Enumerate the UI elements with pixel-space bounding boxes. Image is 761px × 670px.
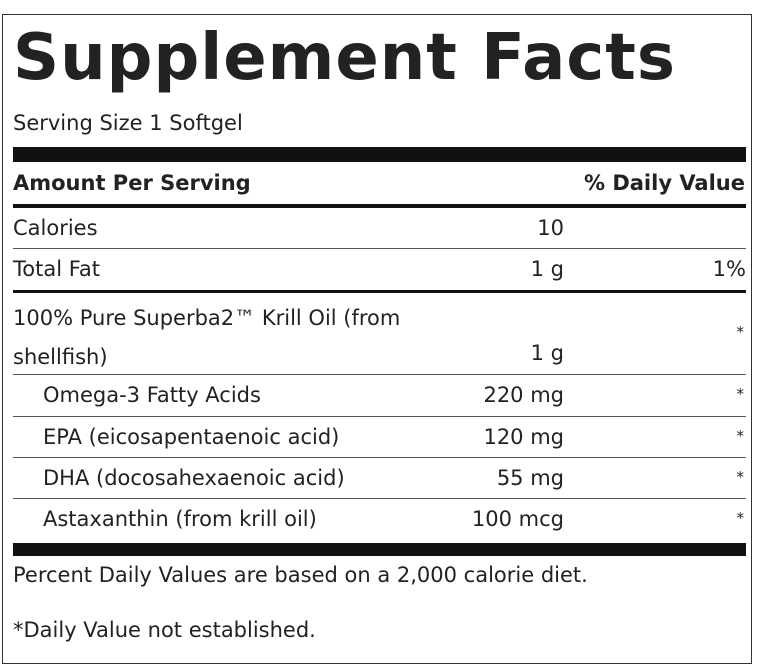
nutrient-name: Omega-3 Fatty Acids — [43, 383, 261, 407]
amount-header: Amount Per Serving — [13, 171, 251, 195]
amount: 120 mg — [483, 425, 564, 449]
serving-size: Serving Size 1 Softgel — [13, 111, 243, 135]
nutrient-name: 100% Pure Superba2™ Krill Oil (from shel… — [13, 306, 401, 369]
footnote: Percent Daily Values are based on a 2,00… — [13, 563, 588, 587]
daily-value: * — [736, 385, 745, 403]
daily-value-header: % Daily Value — [583, 171, 745, 195]
title: Supplement Facts — [13, 21, 676, 95]
nutrient-name: Calories — [13, 216, 98, 240]
supplement-facts-label: Supplement Facts Serving Size 1 Softgel … — [2, 14, 752, 664]
daily-value: * — [736, 509, 745, 527]
nutrient-name: EPA (eicosapentaenoic acid) — [43, 425, 340, 449]
amount: 1 g — [530, 257, 564, 281]
daily-value: * — [736, 468, 745, 486]
nutrient-row: Calories 10 — [13, 208, 746, 249]
amount: 55 mg — [496, 466, 564, 490]
rule — [13, 204, 746, 208]
amount: 10 — [537, 216, 564, 240]
daily-value: * — [736, 323, 745, 341]
nutrient-row: Astaxanthin (from krill oil) 100 mcg * — [13, 499, 746, 540]
nutrient-row: Total Fat 1 g 1% — [13, 249, 746, 293]
amount: 100 mcg — [471, 507, 564, 531]
nutrient-row: EPA (eicosapentaenoic acid) 120 mg * — [13, 417, 746, 458]
thick-rule — [13, 147, 746, 162]
nutrient-name: Total Fat — [13, 257, 100, 281]
nutrient-row: DHA (docosahexaenoic acid) 55 mg * — [13, 458, 746, 499]
daily-value: 1% — [712, 257, 746, 281]
amount: 220 mg — [483, 383, 564, 407]
daily-value: * — [736, 427, 745, 445]
footnote: *Daily Value not established. — [13, 618, 316, 642]
nutrient-row: 100% Pure Superba2™ Krill Oil (from shel… — [13, 293, 746, 375]
thick-rule — [13, 543, 746, 556]
nutrient-row: Omega-3 Fatty Acids 220 mg * — [13, 375, 746, 417]
nutrient-name: DHA (docosahexaenoic acid) — [43, 466, 345, 490]
amount: 1 g — [530, 341, 564, 365]
nutrient-name: Astaxanthin (from krill oil) — [43, 507, 317, 531]
